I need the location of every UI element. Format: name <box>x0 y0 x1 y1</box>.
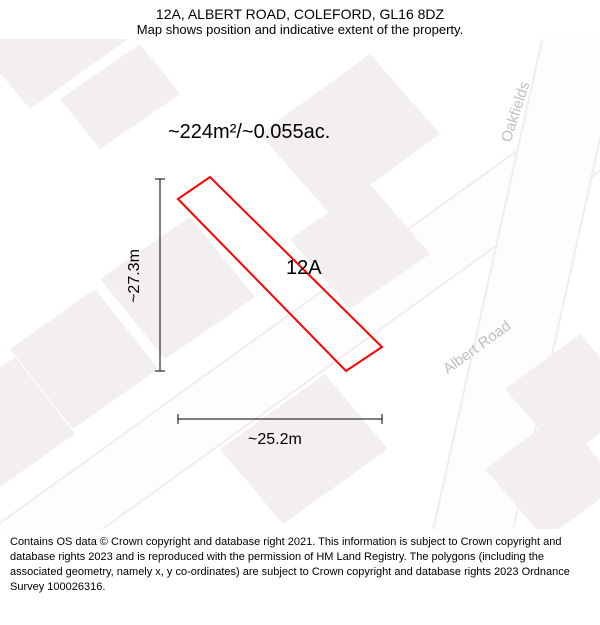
dimension-vertical-label: ~27.3m <box>126 249 144 303</box>
header: 12A, ALBERT ROAD, COLEFORD, GL16 8DZ Map… <box>0 0 600 39</box>
footer-copyright: Contains OS data © Crown copyright and d… <box>0 529 600 600</box>
map-canvas: ~224m²/~0.055ac. ~27.3m ~25.2m 12A Oakfi… <box>0 39 600 529</box>
dimension-horizontal-label: ~25.2m <box>248 431 302 449</box>
page-subtitle: Map shows position and indicative extent… <box>10 22 590 37</box>
area-label: ~224m²/~0.055ac. <box>168 121 330 144</box>
property-label: 12A <box>286 257 322 280</box>
page-title: 12A, ALBERT ROAD, COLEFORD, GL16 8DZ <box>10 6 590 22</box>
